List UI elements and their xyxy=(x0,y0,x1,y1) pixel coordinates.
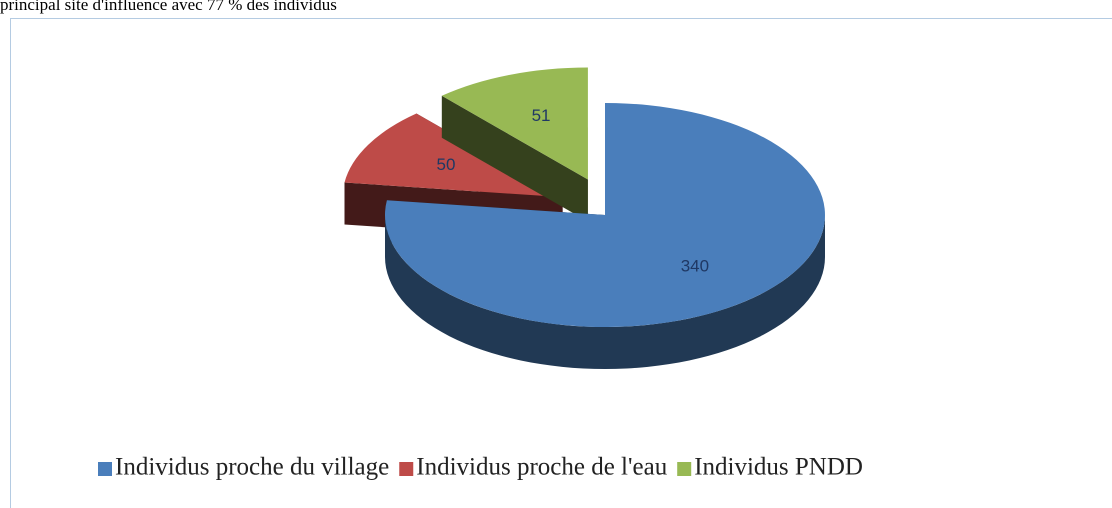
caption: principal site d'influence avec 77 % des… xyxy=(0,0,337,14)
slice xyxy=(441,67,588,180)
legend-swatch xyxy=(399,462,414,476)
data-label: 51 xyxy=(532,106,551,125)
legend-label: Individus PNDD xyxy=(694,454,863,481)
slice-side xyxy=(441,95,588,222)
slice xyxy=(384,103,825,328)
data-label: 340 xyxy=(681,257,709,276)
data-label: 50 xyxy=(437,155,456,174)
legend-label: Individus proche de l'eau xyxy=(416,454,667,481)
legend-swatch xyxy=(677,462,692,476)
legend-label: Individus proche du village xyxy=(115,454,389,481)
legend-swatch xyxy=(98,462,112,476)
slice xyxy=(344,113,563,198)
slice-wall xyxy=(385,215,825,369)
